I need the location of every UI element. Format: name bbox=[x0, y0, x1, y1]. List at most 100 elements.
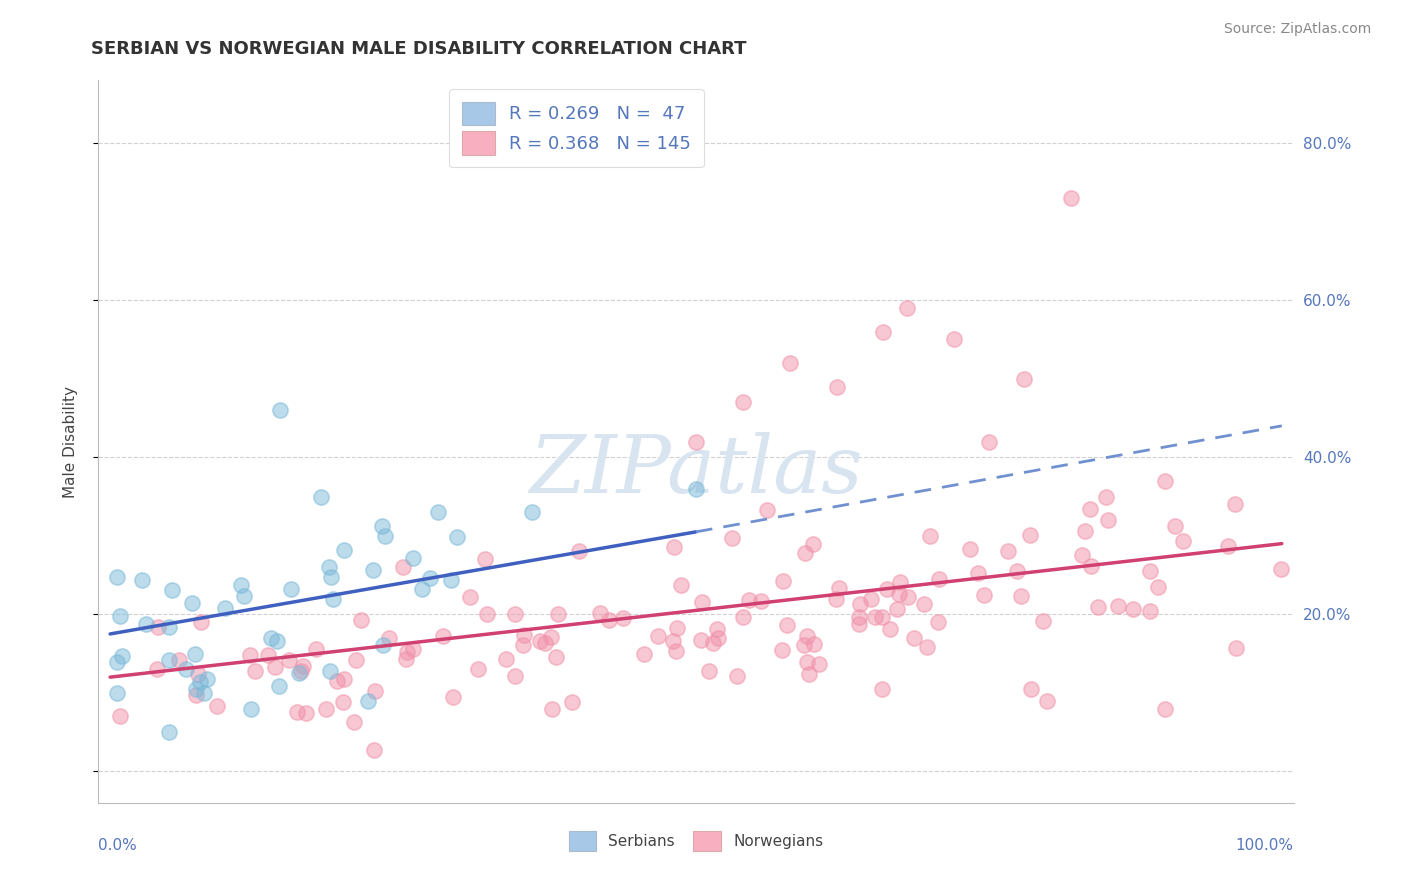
Text: 100.0%: 100.0% bbox=[1236, 838, 1294, 853]
Point bbox=[157, 725, 180, 739]
Point bbox=[427, 505, 450, 519]
Point bbox=[440, 573, 463, 587]
Point bbox=[801, 536, 824, 550]
Point bbox=[1122, 602, 1144, 616]
Point bbox=[1097, 513, 1119, 527]
Point bbox=[568, 544, 591, 558]
Point bbox=[859, 592, 882, 607]
Point bbox=[828, 581, 851, 595]
Point bbox=[685, 434, 707, 449]
Point bbox=[402, 642, 425, 657]
Point bbox=[540, 631, 562, 645]
Point bbox=[796, 628, 818, 642]
Point bbox=[797, 667, 820, 681]
Point bbox=[458, 590, 481, 604]
Point bbox=[1095, 490, 1118, 504]
Point bbox=[887, 587, 910, 601]
Point bbox=[544, 649, 567, 664]
Point bbox=[332, 673, 354, 687]
Point bbox=[167, 653, 190, 667]
Point bbox=[285, 705, 308, 719]
Point bbox=[647, 630, 669, 644]
Point bbox=[260, 631, 283, 645]
Point bbox=[1147, 580, 1170, 594]
Point bbox=[111, 648, 134, 663]
Point bbox=[889, 575, 911, 590]
Point bbox=[879, 622, 901, 636]
Point bbox=[343, 714, 366, 729]
Point bbox=[589, 607, 612, 621]
Point bbox=[305, 642, 328, 657]
Point bbox=[291, 658, 314, 673]
Point bbox=[239, 648, 262, 662]
Point bbox=[361, 563, 384, 577]
Point bbox=[870, 682, 893, 697]
Point bbox=[322, 591, 344, 606]
Point bbox=[690, 632, 713, 647]
Point bbox=[411, 582, 433, 597]
Point bbox=[706, 622, 728, 636]
Point bbox=[903, 632, 925, 646]
Point bbox=[195, 672, 218, 686]
Point bbox=[872, 609, 894, 624]
Point bbox=[105, 655, 128, 669]
Point bbox=[332, 695, 354, 709]
Point bbox=[160, 582, 183, 597]
Point bbox=[186, 688, 208, 702]
Point bbox=[912, 597, 935, 611]
Point bbox=[896, 301, 918, 315]
Point bbox=[733, 610, 755, 624]
Text: SERBIAN VS NORWEGIAN MALE DISABILITY CORRELATION CHART: SERBIAN VS NORWEGIAN MALE DISABILITY COR… bbox=[91, 40, 747, 58]
Point bbox=[1223, 497, 1246, 511]
Point bbox=[446, 530, 468, 544]
Point bbox=[263, 660, 285, 674]
Point bbox=[280, 582, 302, 596]
Point bbox=[612, 611, 634, 625]
Point bbox=[333, 543, 356, 558]
Point bbox=[135, 617, 157, 632]
Point bbox=[290, 664, 312, 678]
Point bbox=[793, 638, 815, 652]
Point bbox=[277, 653, 299, 667]
Point bbox=[928, 572, 950, 586]
Point bbox=[503, 607, 526, 622]
Point bbox=[157, 653, 180, 667]
Point bbox=[825, 379, 848, 393]
Point bbox=[503, 669, 526, 683]
Point bbox=[363, 743, 385, 757]
Point bbox=[534, 636, 557, 650]
Point bbox=[886, 601, 908, 615]
Point bbox=[205, 698, 228, 713]
Point bbox=[749, 594, 772, 608]
Point bbox=[256, 648, 278, 663]
Point bbox=[419, 571, 441, 585]
Point bbox=[1139, 604, 1161, 618]
Point bbox=[796, 656, 818, 670]
Y-axis label: Male Disability: Male Disability bbox=[63, 385, 77, 498]
Legend: Serbians, Norwegians: Serbians, Norwegians bbox=[560, 822, 832, 860]
Point bbox=[997, 544, 1019, 558]
Point bbox=[942, 333, 965, 347]
Point bbox=[776, 617, 799, 632]
Point bbox=[325, 673, 347, 688]
Point bbox=[541, 702, 564, 716]
Point bbox=[977, 434, 1000, 449]
Point bbox=[720, 532, 742, 546]
Point bbox=[495, 652, 517, 666]
Point bbox=[395, 645, 418, 659]
Point bbox=[1087, 600, 1109, 615]
Text: Source: ZipAtlas.com: Source: ZipAtlas.com bbox=[1223, 22, 1371, 37]
Point bbox=[669, 578, 692, 592]
Point bbox=[467, 662, 489, 676]
Point bbox=[1036, 694, 1059, 708]
Point bbox=[214, 600, 236, 615]
Point bbox=[770, 643, 793, 657]
Point bbox=[364, 684, 387, 698]
Point bbox=[598, 613, 620, 627]
Point bbox=[973, 588, 995, 602]
Point bbox=[432, 629, 454, 643]
Point bbox=[477, 607, 499, 622]
Point bbox=[232, 589, 254, 603]
Point bbox=[110, 609, 132, 624]
Point bbox=[392, 560, 415, 574]
